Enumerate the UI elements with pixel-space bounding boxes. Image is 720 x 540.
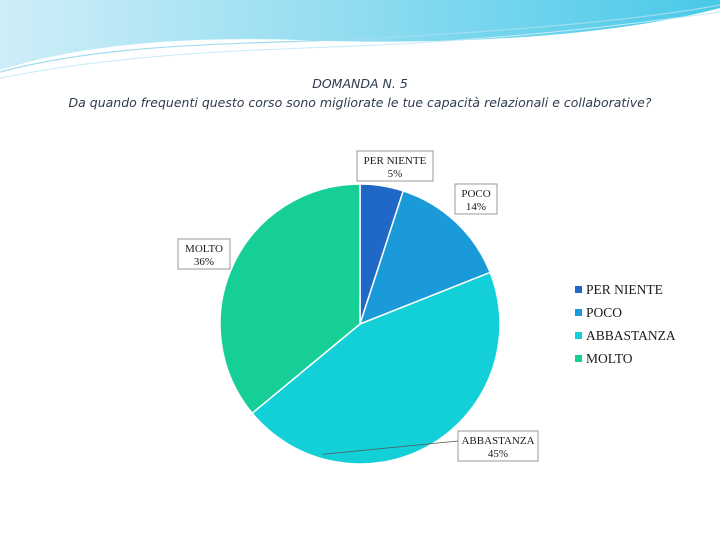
- legend-item-poco: POCO: [575, 305, 622, 320]
- data-label-percent: 14%: [466, 201, 486, 213]
- pie-slice-molto: [219, 183, 361, 415]
- legend-item-abbastanza: ABBASTANZA: [575, 328, 676, 343]
- data-label-name: MOLTO: [185, 243, 223, 255]
- data-label-percent: 36%: [194, 256, 214, 268]
- legend-label: PER NIENTE: [586, 282, 663, 297]
- leader-line-abbastanza: [322, 440, 459, 455]
- data-label-percent: 5%: [388, 168, 403, 180]
- legend-swatch: [575, 355, 582, 362]
- data-label-name: POCO: [461, 188, 490, 200]
- legend-item-molto: MOLTO: [575, 351, 633, 366]
- data-label-percent: 45%: [488, 448, 508, 460]
- legend-label: MOLTO: [586, 351, 633, 366]
- slide-title: DOMANDA N. 5: [312, 76, 408, 91]
- question-text: Da quando frequenti questo corso sono mi…: [68, 95, 652, 110]
- pie-slice-abbastanza: [251, 271, 501, 465]
- legend-swatch: [575, 286, 582, 293]
- legend-item-per-niente: PER NIENTE: [575, 282, 663, 297]
- header-wave-decoration: [0, 0, 720, 79]
- legend-label: ABBASTANZA: [586, 328, 676, 343]
- legend: PER NIENTE POCO ABBASTANZA MOLTO: [575, 282, 676, 366]
- legend-label: POCO: [586, 305, 622, 320]
- pie-slice-poco: [358, 189, 492, 326]
- legend-swatch: [575, 332, 582, 339]
- data-label-name: ABBASTANZA: [461, 435, 534, 447]
- data-label-name: PER NIENTE: [364, 155, 427, 167]
- legend-swatch: [575, 309, 582, 316]
